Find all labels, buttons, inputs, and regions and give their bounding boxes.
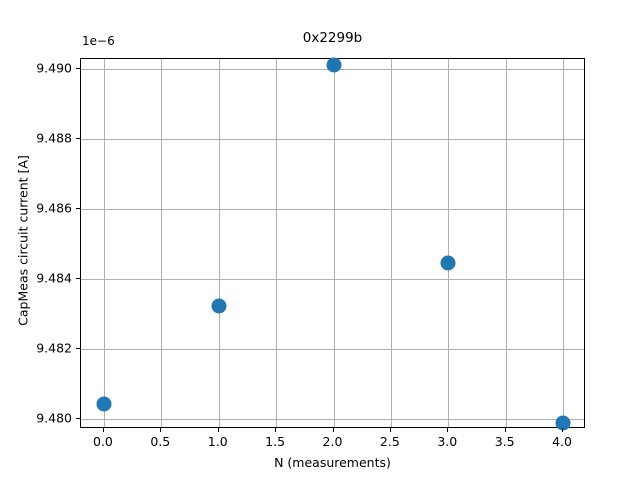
x-tick-label: 2.5 [379, 434, 400, 449]
x-tick-label: 4.0 [552, 434, 572, 449]
x-tick-label: 0.0 [93, 434, 113, 449]
x-tick-label: 3.0 [437, 434, 458, 449]
gridline-vertical [218, 59, 220, 427]
data-point [440, 255, 456, 271]
plot-area [80, 57, 585, 431]
x-tick-mark [332, 428, 334, 432]
gridline-vertical [276, 59, 278, 427]
y-axis-label: CapMeas circuit current [A] [15, 155, 31, 326]
x-tick-label: 3.5 [494, 434, 515, 449]
y-axis-offset-text: 1e−6 [82, 34, 115, 48]
data-series-scatter [81, 57, 584, 431]
x-tick-mark [389, 428, 391, 432]
y-tick-label: 9.486 [36, 200, 72, 216]
data-point [326, 57, 341, 73]
gridline-horizontal [81, 139, 584, 141]
y-tick-mark [76, 208, 80, 210]
y-tick-mark [76, 138, 80, 140]
grid-layer [81, 59, 584, 427]
y-tick-mark [76, 277, 80, 279]
y-tick-label: 9.490 [36, 60, 72, 76]
gridline-vertical [505, 59, 507, 427]
x-tick-label: 1.0 [207, 434, 228, 449]
y-tick-label: 9.482 [36, 340, 72, 356]
x-tick-mark [160, 428, 162, 432]
x-tick-mark [275, 428, 277, 432]
gridline-horizontal [81, 278, 584, 280]
x-tick-mark [562, 428, 564, 432]
y-tick-mark [76, 68, 80, 70]
gridline-vertical [390, 59, 392, 427]
chart-title: 0x2299b [302, 30, 363, 46]
y-axis-ticks: 9.480 9.482 9.484 9.486 9.488 9.490 [0, 0, 80, 480]
x-tick-mark [102, 428, 104, 432]
y-tick-mark [76, 347, 80, 349]
gridline-vertical [103, 59, 105, 427]
y-tick-label: 9.484 [36, 270, 72, 286]
gridline-horizontal [81, 209, 584, 211]
gridline-vertical [333, 59, 335, 427]
data-point [96, 396, 112, 412]
gridline-vertical [161, 59, 163, 427]
x-axis-label: N (measurements) [274, 455, 391, 470]
x-tick-mark [447, 428, 449, 432]
x-tick-label: 2.0 [322, 434, 343, 449]
x-tick-label: 0.5 [150, 434, 171, 449]
gridline-horizontal [81, 348, 584, 350]
x-tick-mark [504, 428, 506, 432]
y-tick-mark [76, 417, 80, 419]
gridline-horizontal [81, 418, 584, 420]
x-tick-label: 1.5 [265, 434, 286, 449]
data-point [211, 298, 227, 314]
y-tick-label: 9.480 [36, 410, 72, 426]
x-tick-mark [217, 428, 219, 432]
gridline-vertical [448, 59, 450, 427]
y-tick-label: 9.488 [36, 130, 72, 146]
data-point [555, 415, 571, 431]
gridline-vertical [563, 59, 565, 427]
